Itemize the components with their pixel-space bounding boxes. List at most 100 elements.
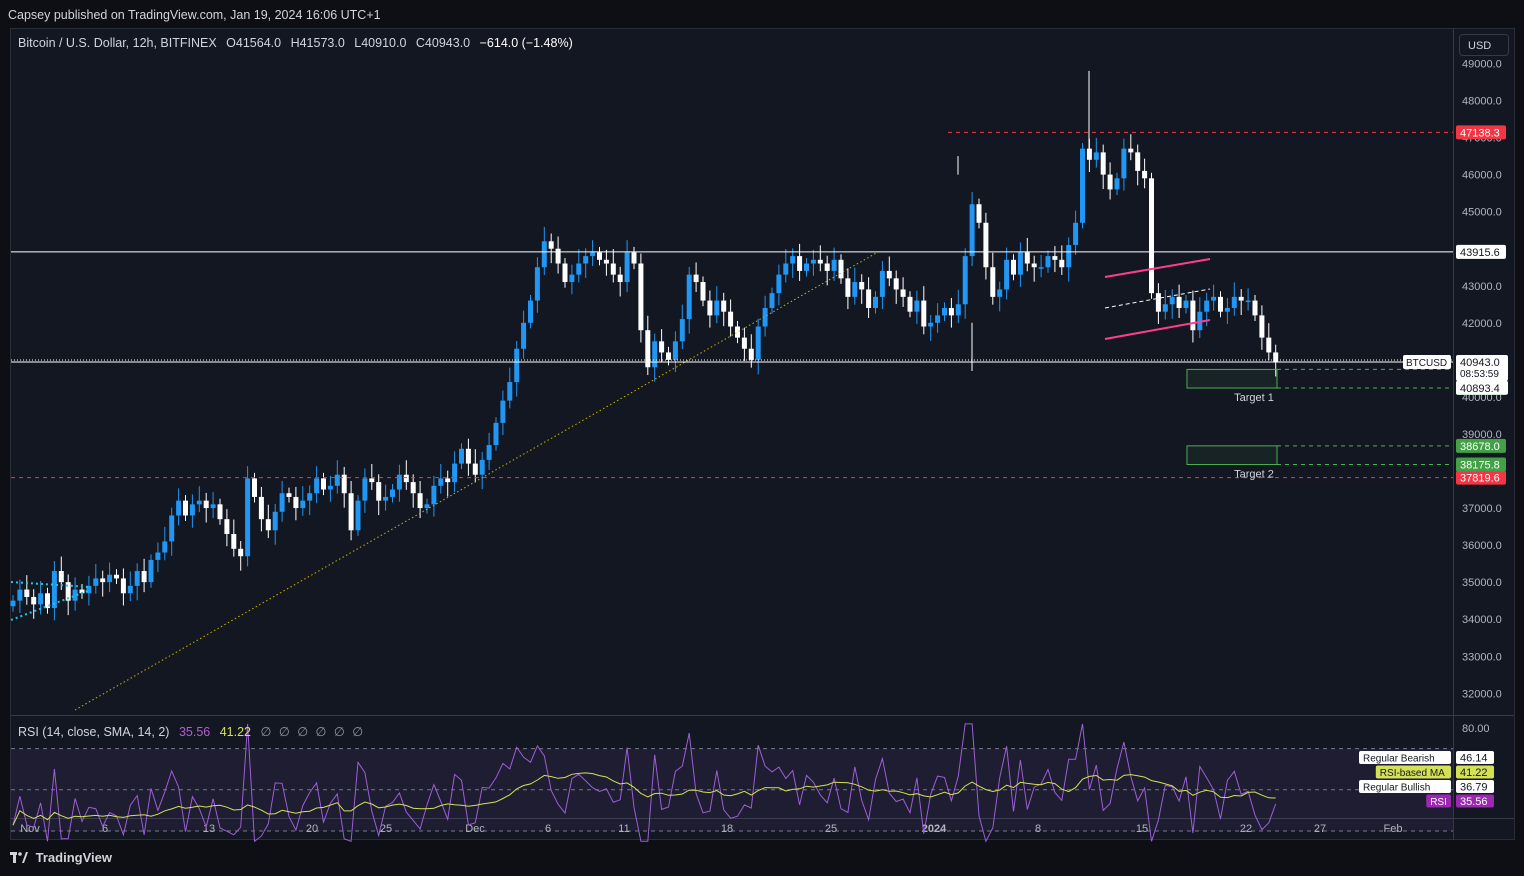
- candle-body[interactable]: [341, 474, 347, 494]
- rsi-legend[interactable]: RSI (14, close, SMA, 14, 2) 35.56 41.22 …: [18, 724, 365, 739]
- candle-body[interactable]: [666, 352, 671, 360]
- candle-body[interactable]: [845, 278, 851, 297]
- candle-body[interactable]: [1038, 267, 1044, 269]
- candle-body[interactable]: [410, 482, 416, 494]
- candle-body[interactable]: [224, 519, 230, 534]
- candle-body[interactable]: [824, 263, 830, 271]
- candle-body[interactable]: [279, 493, 285, 512]
- candle-body[interactable]: [948, 307, 954, 316]
- candle-body[interactable]: [321, 478, 326, 490]
- candle-body[interactable]: [652, 341, 658, 368]
- candle-body[interactable]: [1107, 174, 1113, 190]
- candle-body[interactable]: [45, 593, 50, 609]
- currency-button[interactable]: USD: [1459, 34, 1509, 56]
- candle-body[interactable]: [1238, 296, 1244, 301]
- candle-body[interactable]: [797, 256, 803, 271]
- candle-body[interactable]: [307, 493, 313, 501]
- candle-body[interactable]: [1114, 178, 1120, 190]
- candle-body[interactable]: [1073, 222, 1079, 245]
- candle-body[interactable]: [721, 300, 727, 312]
- candle-body[interactable]: [528, 300, 533, 323]
- candle-body[interactable]: [107, 574, 113, 583]
- candle-body[interactable]: [990, 267, 996, 297]
- candle-body[interactable]: [1155, 293, 1161, 312]
- candle-body[interactable]: [645, 330, 651, 368]
- candle-body[interactable]: [369, 478, 375, 483]
- candle-body[interactable]: [962, 256, 968, 305]
- candle-body[interactable]: [638, 263, 644, 331]
- candle-body[interactable]: [196, 500, 202, 505]
- candle-body[interactable]: [141, 571, 147, 583]
- candle-body[interactable]: [272, 511, 278, 531]
- candle-body[interactable]: [120, 578, 126, 594]
- price-pane[interactable]: [11, 29, 1453, 715]
- candle-body[interactable]: [1190, 300, 1196, 331]
- candle-body[interactable]: [465, 448, 471, 464]
- channel-lower-line[interactable]: [1104, 319, 1211, 340]
- candle-body[interactable]: [327, 485, 333, 490]
- candle-body[interactable]: [38, 593, 44, 605]
- candle-body[interactable]: [838, 259, 844, 279]
- candle-body[interactable]: [1266, 337, 1272, 353]
- candle-body[interactable]: [86, 585, 92, 594]
- candle-body[interactable]: [976, 204, 982, 223]
- candle-body[interactable]: [1031, 263, 1037, 268]
- candle-body[interactable]: [879, 270, 885, 297]
- candle-body[interactable]: [445, 478, 451, 483]
- candle-body[interactable]: [245, 478, 251, 557]
- candle-body[interactable]: [210, 504, 216, 509]
- candle-body[interactable]: [79, 589, 85, 594]
- symbol-legend[interactable]: Bitcoin / U.S. Dollar, 12h, BITFINEX O41…: [18, 36, 573, 50]
- candle-body[interactable]: [162, 541, 168, 553]
- candle-body[interactable]: [300, 500, 306, 509]
- candle-body[interactable]: [942, 307, 947, 316]
- candle-body[interactable]: [672, 341, 678, 360]
- candle-body[interactable]: [169, 515, 175, 542]
- candle-body[interactable]: [590, 252, 596, 257]
- candle-body[interactable]: [127, 585, 133, 594]
- candle-body[interactable]: [866, 289, 872, 308]
- candle-body[interactable]: [189, 504, 195, 516]
- candle-body[interactable]: [1176, 296, 1182, 308]
- candle-body[interactable]: [576, 263, 582, 275]
- candle-body[interactable]: [1259, 315, 1265, 338]
- candle-body[interactable]: [203, 500, 209, 509]
- candle-body[interactable]: [424, 504, 430, 509]
- candle-body[interactable]: [148, 559, 154, 583]
- candle-body[interactable]: [183, 500, 188, 516]
- candle-body[interactable]: [514, 348, 520, 383]
- candle-body[interactable]: [1024, 252, 1030, 264]
- candle-body[interactable]: [707, 300, 713, 316]
- candle-body[interactable]: [100, 578, 106, 583]
- candle-body[interactable]: [700, 282, 706, 301]
- candle-body[interactable]: [31, 596, 37, 605]
- candle-body[interactable]: [776, 274, 782, 294]
- candle-body[interactable]: [686, 274, 692, 320]
- candle-body[interactable]: [810, 259, 816, 264]
- candle-body[interactable]: [997, 289, 1003, 297]
- candle-body[interactable]: [569, 274, 575, 283]
- candle-body[interactable]: [935, 315, 941, 323]
- candle-body[interactable]: [610, 263, 616, 275]
- candle-body[interactable]: [1224, 307, 1230, 312]
- target-zone-box[interactable]: [1186, 445, 1278, 465]
- candle-body[interactable]: [258, 496, 264, 520]
- candle-body[interactable]: [1149, 178, 1154, 294]
- candle-body[interactable]: [741, 337, 747, 349]
- channel-upper-line[interactable]: [1104, 258, 1211, 278]
- candle-body[interactable]: [134, 571, 140, 586]
- candle-body[interactable]: [907, 296, 913, 312]
- candle-body[interactable]: [762, 307, 768, 327]
- candle-body[interactable]: [1052, 256, 1058, 260]
- candle-body[interactable]: [1135, 152, 1141, 171]
- candle-body[interactable]: [1093, 152, 1099, 160]
- candle-body[interactable]: [362, 478, 368, 501]
- candle-body[interactable]: [1121, 148, 1127, 179]
- candle-body[interactable]: [265, 519, 271, 531]
- candle-body[interactable]: [452, 463, 458, 483]
- candle-body[interactable]: [534, 267, 540, 301]
- candle-body[interactable]: [748, 348, 754, 360]
- candle-body[interactable]: [955, 304, 961, 316]
- candle-body[interactable]: [804, 263, 809, 271]
